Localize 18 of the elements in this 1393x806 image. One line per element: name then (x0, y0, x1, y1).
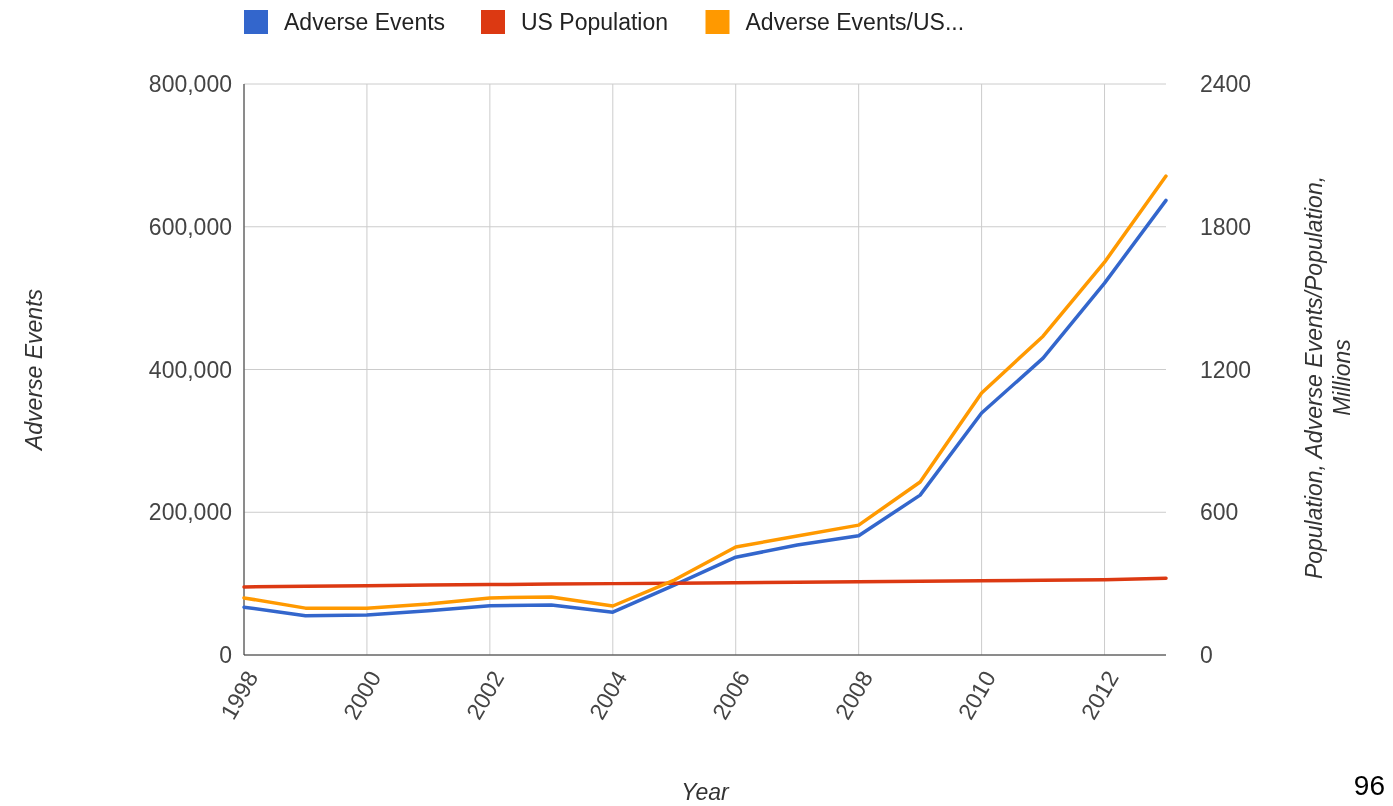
line-series (242, 576, 1168, 589)
y-tick-label: 0 (219, 642, 232, 669)
y-axis-title: Adverse Events (21, 288, 47, 453)
x-axis-title: Year (681, 779, 730, 805)
y2-axis-title: Population, Adverse Events/Population, Millions (1301, 175, 1355, 580)
legend-label: Adverse Events/US... (745, 9, 965, 36)
y-tick-label: 400,000 (148, 356, 232, 383)
text: 96 (1353, 770, 1385, 801)
y-tick-label: 800,000 (148, 71, 232, 98)
y2-tick-label: 0 (1200, 642, 1213, 669)
y2-tick-label: 1200 (1200, 356, 1252, 383)
legend-label: US Population (521, 9, 669, 36)
y2-tick-label: 2400 (1200, 71, 1252, 98)
legend-label: Adverse Events (284, 9, 446, 36)
y2-tick-label: 600 (1200, 499, 1239, 526)
y2-tick-label: 1800 (1200, 213, 1252, 240)
y-tick-label: 600,000 (148, 213, 232, 240)
y-tick-label: 200,000 (148, 499, 232, 526)
